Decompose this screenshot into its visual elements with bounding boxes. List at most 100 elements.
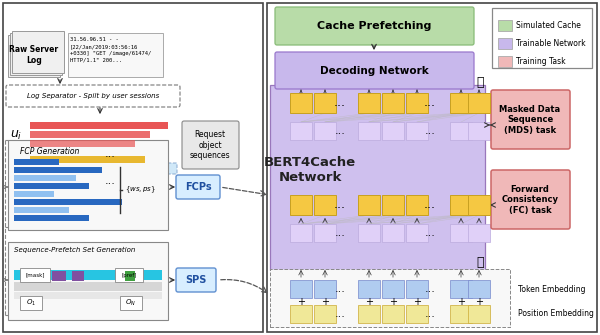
Bar bbox=[358, 93, 380, 113]
Bar bbox=[382, 93, 404, 113]
Bar bbox=[382, 224, 404, 242]
Bar bbox=[406, 224, 428, 242]
Bar bbox=[8, 35, 60, 77]
Bar bbox=[20, 268, 50, 282]
Text: Decoding Network: Decoding Network bbox=[320, 66, 428, 76]
Bar bbox=[314, 195, 336, 215]
Text: 31.56.96.51 - -: 31.56.96.51 - - bbox=[70, 37, 119, 42]
Bar bbox=[14, 159, 59, 165]
Bar bbox=[358, 305, 380, 323]
Text: Sequence-Prefetch Set Generation: Sequence-Prefetch Set Generation bbox=[14, 247, 136, 253]
Bar bbox=[382, 122, 404, 140]
Text: +: + bbox=[413, 297, 421, 307]
Text: +: + bbox=[475, 297, 483, 307]
Bar bbox=[52, 271, 66, 281]
Text: ...: ... bbox=[335, 284, 346, 294]
Text: Simulated Cache: Simulated Cache bbox=[516, 20, 581, 29]
Bar bbox=[358, 122, 380, 140]
Bar bbox=[406, 280, 428, 298]
Bar bbox=[468, 305, 490, 323]
Bar bbox=[358, 224, 380, 242]
Text: Training Task: Training Task bbox=[516, 57, 566, 66]
Bar bbox=[358, 280, 380, 298]
Text: SPS: SPS bbox=[185, 275, 206, 285]
Text: ...: ... bbox=[425, 126, 436, 136]
FancyBboxPatch shape bbox=[176, 268, 216, 292]
Bar bbox=[267, 3, 597, 332]
Text: FCP Generation: FCP Generation bbox=[20, 147, 79, 156]
Bar bbox=[450, 280, 472, 298]
Bar bbox=[14, 175, 76, 181]
Text: Cache Prefetching: Cache Prefetching bbox=[317, 21, 431, 31]
Bar bbox=[314, 305, 336, 323]
Bar bbox=[30, 140, 135, 147]
Text: +: + bbox=[365, 297, 373, 307]
Bar bbox=[14, 282, 162, 291]
Text: ...: ... bbox=[425, 284, 436, 294]
Bar bbox=[382, 305, 404, 323]
Bar bbox=[14, 207, 69, 213]
Text: Request
object
sequences: Request object sequences bbox=[190, 130, 230, 160]
Bar bbox=[14, 292, 162, 299]
Bar bbox=[314, 93, 336, 113]
Bar bbox=[14, 191, 54, 197]
FancyBboxPatch shape bbox=[176, 175, 220, 199]
Bar bbox=[450, 224, 472, 242]
Bar bbox=[3, 3, 263, 332]
Bar bbox=[450, 305, 472, 323]
Text: [mask]: [mask] bbox=[25, 272, 45, 277]
Bar bbox=[314, 122, 336, 140]
Text: ...: ... bbox=[335, 228, 346, 238]
Bar bbox=[314, 280, 336, 298]
Text: $\{ws, ps\}$: $\{ws, ps\}$ bbox=[125, 185, 156, 195]
Text: +: + bbox=[297, 297, 305, 307]
Text: ...: ... bbox=[335, 126, 346, 136]
Bar bbox=[468, 93, 490, 113]
Text: +: + bbox=[321, 297, 329, 307]
Bar bbox=[12, 31, 64, 73]
Bar bbox=[14, 270, 162, 280]
Bar bbox=[450, 195, 472, 215]
Bar bbox=[406, 195, 428, 215]
Text: 🔥: 🔥 bbox=[476, 76, 484, 89]
Text: Masked Data
Sequence
(MDS) task: Masked Data Sequence (MDS) task bbox=[499, 105, 560, 135]
Bar bbox=[14, 167, 102, 173]
Bar bbox=[30, 122, 168, 129]
Bar bbox=[290, 305, 312, 323]
Bar bbox=[14, 199, 122, 205]
Text: Raw Server
Log: Raw Server Log bbox=[10, 45, 59, 65]
Bar bbox=[72, 271, 84, 281]
FancyBboxPatch shape bbox=[491, 90, 570, 149]
Bar bbox=[10, 33, 62, 75]
Bar bbox=[30, 156, 145, 163]
Bar bbox=[30, 131, 150, 138]
Bar bbox=[20, 296, 42, 310]
FancyBboxPatch shape bbox=[275, 7, 474, 45]
Text: +: + bbox=[457, 297, 465, 307]
Bar bbox=[468, 224, 490, 242]
Text: ...: ... bbox=[424, 199, 436, 211]
Bar bbox=[450, 122, 472, 140]
Bar bbox=[314, 224, 336, 242]
Bar bbox=[358, 195, 380, 215]
Bar bbox=[406, 122, 428, 140]
Text: $O_N$: $O_N$ bbox=[125, 298, 137, 308]
Bar bbox=[468, 280, 490, 298]
Bar bbox=[14, 183, 89, 189]
Text: Forward
Consistency
(FC) task: Forward Consistency (FC) task bbox=[502, 185, 559, 215]
Bar bbox=[8, 242, 168, 320]
Bar bbox=[406, 305, 428, 323]
Bar bbox=[450, 93, 472, 113]
Text: ...: ... bbox=[335, 309, 346, 319]
Bar bbox=[498, 38, 512, 49]
Bar bbox=[290, 280, 312, 298]
Text: $u_i$: $u_i$ bbox=[10, 128, 22, 142]
Text: ...: ... bbox=[425, 228, 436, 238]
Text: $O_1$: $O_1$ bbox=[26, 298, 36, 308]
Bar bbox=[382, 280, 404, 298]
Text: BERT4Cache
Network: BERT4Cache Network bbox=[264, 156, 356, 184]
Text: ...: ... bbox=[104, 176, 115, 186]
Text: Trainable Network: Trainable Network bbox=[516, 39, 586, 48]
Bar bbox=[492, 8, 592, 68]
Bar bbox=[8, 140, 168, 230]
